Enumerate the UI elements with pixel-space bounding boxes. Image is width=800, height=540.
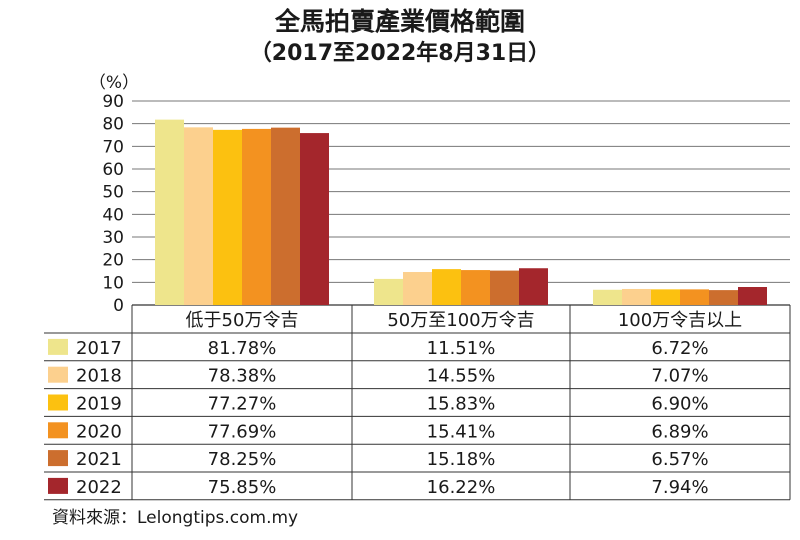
legend-swatch-2019 <box>48 394 68 411</box>
y-axis-unit-label: （%） <box>89 73 139 93</box>
data-label: 7.94% <box>651 477 708 498</box>
bar-2017-2 <box>374 278 403 305</box>
bar-2021-1 <box>271 127 300 305</box>
data-label: 15.18% <box>427 449 496 470</box>
bar-2020-2 <box>461 270 490 305</box>
chart-subtitle: （2017至2022年8月31日） <box>249 41 551 66</box>
category-label: 低于50万令吉 <box>186 310 299 331</box>
bar-2022-2 <box>519 268 548 305</box>
bar-2017-1 <box>155 119 184 306</box>
legend-swatch-2021 <box>48 450 68 467</box>
bar-2018-3 <box>622 288 651 305</box>
category-label: 50万至100万令吉 <box>387 310 534 331</box>
y-tick-label: 60 <box>102 160 124 180</box>
y-tick-label: 10 <box>102 273 124 293</box>
legend-swatch-2022 <box>48 477 68 494</box>
legend-label-2021: 2021 <box>76 449 122 470</box>
legend-label-2017: 2017 <box>76 338 122 359</box>
legend-label-2018: 2018 <box>76 366 122 387</box>
y-tick-label: 0 <box>113 296 124 316</box>
bar-2021-2 <box>490 270 519 305</box>
data-label: 6.57% <box>651 449 708 470</box>
bar-2018-2 <box>403 272 432 305</box>
data-label: 78.38% <box>208 366 277 387</box>
bar-2018-1 <box>184 127 213 305</box>
data-label: 78.25% <box>208 449 277 470</box>
bar-2020-1 <box>242 128 271 305</box>
bar-2019-3 <box>651 289 680 305</box>
legend-label-2019: 2019 <box>76 394 122 415</box>
data-label: 15.41% <box>427 421 496 442</box>
legend-swatch-2020 <box>48 422 68 439</box>
y-tick-label: 30 <box>102 228 124 248</box>
legend-label-2022: 2022 <box>76 477 122 498</box>
data-label: 6.72% <box>651 338 708 359</box>
data-table: 低于50万令吉 50万至100万令吉 100万令吉以上 2017 81.78% 11.51… <box>44 305 791 501</box>
legend-label-2020: 2020 <box>76 421 122 442</box>
data-label: 6.90% <box>651 394 708 415</box>
bar-2020-3 <box>680 289 709 305</box>
bars <box>155 119 767 306</box>
bar-2019-1 <box>213 129 242 305</box>
data-label: 16.22% <box>427 477 496 498</box>
source-note: 資料來源：Lelongtips.com.my <box>52 508 299 528</box>
data-label: 7.07% <box>651 366 708 387</box>
data-label: 6.89% <box>651 421 708 442</box>
y-tick-label: 80 <box>102 115 124 135</box>
bar-2019-2 <box>432 269 461 305</box>
bar-2022-1 <box>300 133 329 305</box>
data-label: 75.85% <box>208 477 277 498</box>
legend-swatch-2017 <box>48 338 68 355</box>
y-tick-label: 90 <box>102 92 124 112</box>
y-tick-label: 70 <box>102 137 124 157</box>
legend-swatch-2018 <box>48 366 68 383</box>
y-tick-label: 50 <box>102 183 124 203</box>
data-label: 14.55% <box>427 366 496 387</box>
bar-2017-3 <box>593 289 622 305</box>
bar-2022-3 <box>738 287 767 305</box>
data-label: 11.51% <box>427 338 496 359</box>
y-tick-label: 40 <box>102 205 124 225</box>
y-tick-label: 20 <box>102 251 124 271</box>
data-label: 81.78% <box>208 338 277 359</box>
category-label: 100万令吉以上 <box>618 310 742 331</box>
data-label: 15.83% <box>427 394 496 415</box>
data-label: 77.27% <box>208 394 277 415</box>
chart-title: 全馬拍賣產業價格範圍 <box>274 7 525 36</box>
bar-2021-3 <box>709 290 738 305</box>
data-label: 77.69% <box>208 421 277 442</box>
